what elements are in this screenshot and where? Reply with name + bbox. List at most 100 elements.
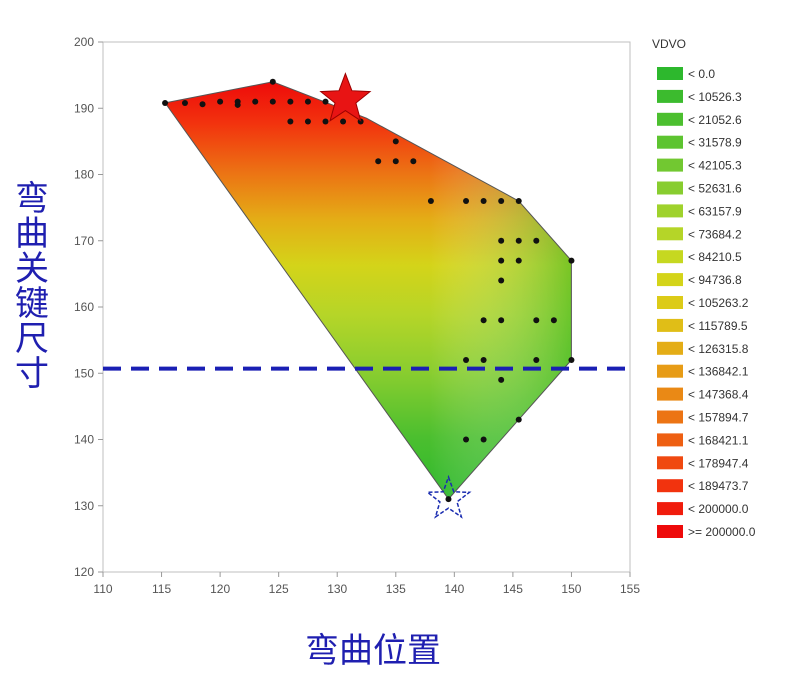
data-point [269,98,276,105]
legend-swatch [657,479,683,493]
legend-swatch [657,158,683,172]
legend-swatch [657,67,683,80]
data-point [550,317,557,324]
legend-swatch [657,502,683,516]
x-tick-label: 155 [620,582,640,596]
x-tick-label: 140 [444,582,464,596]
y-tick-label: 160 [74,300,94,314]
legend-swatch [657,89,683,103]
data-point [375,158,382,165]
legend-label: < 168421.1 [688,433,749,447]
data-point [480,198,487,204]
legend-label: < 31578.9 [688,136,742,150]
legend-label: < 42105.3 [688,159,742,173]
legend-swatch [657,296,683,309]
legend-swatch [657,387,683,401]
data-point [304,118,311,125]
legend-label: < 115789.5 [688,319,748,333]
data-point [304,98,311,105]
legend: < 0.0 < 10526.3 < 21052.6 < 31578.9 < 42105.… [657,67,756,539]
data-point [498,376,505,383]
data-point [410,158,417,165]
legend-label: < 157894.7 [688,411,749,425]
data-point [234,98,241,105]
x-tick-label: 130 [327,582,347,596]
data-point [498,317,505,324]
x-axis-title: 弯曲位置 [305,631,441,671]
legend-label: < 105263.2 [688,296,749,310]
data-point [480,317,487,324]
y-tick-label: 190 [74,101,94,115]
legend-swatch [657,410,683,424]
x-tick-label: 110 [93,582,112,596]
filled-star-marker [319,72,372,122]
legend-label: < 126315.8 [688,342,749,356]
star-markers [319,72,472,519]
legend-label: < 94736.8 [688,273,742,287]
y-tick-label: 130 [74,499,94,513]
data-point [322,98,329,105]
legend-swatch [657,341,683,355]
data-points [162,78,575,503]
legend-label: < 147368.4 [688,388,749,402]
outline-star-marker [425,474,472,519]
data-point [515,257,522,264]
data-point [568,257,575,264]
legend-swatch [657,318,683,332]
data-point [480,436,487,443]
legend-swatch [657,181,683,195]
legend-swatch [657,227,683,241]
x-tick-label: 135 [386,582,406,596]
data-point [217,98,224,105]
data-point [533,357,540,363]
data-point [287,118,294,125]
data-point [498,198,505,204]
data-point [568,357,575,363]
legend-label: < 84210.5 [688,250,742,264]
data-point [498,277,505,284]
data-point [162,99,169,106]
data-point [199,101,206,108]
data-point [533,237,540,244]
legend-swatch [657,112,683,126]
legend-label: < 63157.9 [688,204,742,218]
x-tick-label: 120 [210,582,230,596]
data-point [533,317,540,324]
x-tick-label: 115 [152,582,171,596]
legend-swatch [657,204,683,218]
legend-swatch [657,364,683,378]
data-point [427,198,434,204]
data-point [181,99,188,106]
x-tick-label: 150 [561,582,581,596]
legend-swatch [657,525,683,538]
convex-hull-outline [164,81,572,500]
data-point [445,496,452,503]
data-point [269,78,276,85]
data-point [287,98,294,105]
legend-label: < 52631.6 [688,182,742,196]
data-point [252,98,259,105]
y-axis-title: 弯曲关键尺寸 [15,179,49,394]
data-point [480,357,487,363]
data-point [515,416,522,423]
data-point [322,118,329,125]
legend-label: < 178947.4 [688,456,749,470]
legend-swatch [657,135,683,149]
y-tick-label: 150 [74,366,94,380]
y-tick-label: 120 [74,565,94,579]
y-tick-label: 170 [74,234,94,248]
y-tick-label: 140 [74,433,94,447]
data-point [463,436,470,443]
data-point [463,198,470,204]
x-tick-label: 145 [503,582,523,596]
legend-swatch [657,250,683,264]
data-point [463,357,470,363]
data-point [392,138,399,145]
x-tick-label: 125 [269,582,289,596]
legend-label: >= 200000.0 [688,525,756,539]
data-point [498,257,505,264]
legend-label: < 10526.3 [688,90,742,104]
data-point [392,158,399,165]
legend-label: < 189473.7 [688,479,749,493]
